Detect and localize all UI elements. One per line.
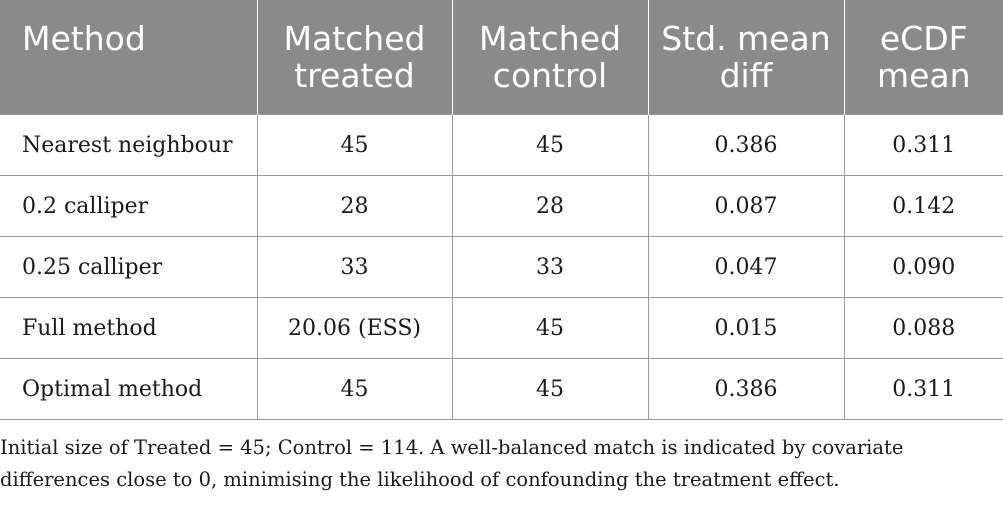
cell-method: Full method bbox=[0, 297, 258, 359]
cell-matched-treated: 45 bbox=[256, 114, 453, 176]
cell-ecdf-mean: 0.088 bbox=[843, 297, 1003, 359]
header-matched-control-line1: Matched bbox=[479, 19, 621, 58]
cell-std-mean-diff: 0.386 bbox=[647, 114, 845, 176]
cell-ecdf-mean: 0.090 bbox=[843, 236, 1003, 298]
header-ecdf-mean: eCDF mean bbox=[843, 0, 1003, 115]
cell-method: 0.2 calliper bbox=[0, 175, 258, 237]
table-row: Full method 20.06 (ESS) 45 0.015 0.088 bbox=[0, 297, 1003, 359]
table-row: Optimal method 45 45 0.386 0.311 bbox=[0, 358, 1003, 420]
header-std-mean-diff: Std. mean diff bbox=[647, 0, 845, 115]
header-row: Method Matched treated Matched control S… bbox=[0, 0, 1003, 115]
cell-method: Optimal method bbox=[0, 358, 258, 420]
header-matched-treated: Matched treated bbox=[256, 0, 453, 115]
cell-matched-treated: 33 bbox=[256, 236, 453, 298]
cell-ecdf-mean: 0.311 bbox=[843, 114, 1003, 176]
cell-matched-control: 45 bbox=[451, 358, 649, 420]
footnote-line-2: differences close to 0, minimising the l… bbox=[0, 468, 840, 491]
table-footnote: Initial size of Treated = 45; Control = … bbox=[0, 432, 1000, 496]
header-matched-control: Matched control bbox=[451, 0, 649, 115]
cell-method: 0.25 calliper bbox=[0, 236, 258, 298]
cell-matched-control: 45 bbox=[451, 114, 649, 176]
cell-matched-control: 45 bbox=[451, 297, 649, 359]
cell-method: Nearest neighbour bbox=[0, 114, 258, 176]
cell-ecdf-mean: 0.311 bbox=[843, 358, 1003, 420]
cell-std-mean-diff: 0.386 bbox=[647, 358, 845, 420]
cell-matched-treated: 20.06 (ESS) bbox=[256, 297, 453, 359]
cell-matched-treated: 45 bbox=[256, 358, 453, 420]
header-matched-treated-line1: Matched bbox=[283, 19, 426, 58]
matching-results-table: Method Matched treated Matched control S… bbox=[0, 0, 1003, 420]
header-method-line1: Method bbox=[22, 19, 146, 58]
header-ecdf-mean-line1: eCDF bbox=[879, 19, 968, 58]
matching-results-table-container: Method Matched treated Matched control S… bbox=[0, 0, 1003, 420]
table-row: 0.25 calliper 33 33 0.047 0.090 bbox=[0, 236, 1003, 298]
table-row: Nearest neighbour 45 45 0.386 0.311 bbox=[0, 114, 1003, 176]
table-row: 0.2 calliper 28 28 0.087 0.142 bbox=[0, 175, 1003, 237]
cell-matched-treated: 28 bbox=[256, 175, 453, 237]
cell-std-mean-diff: 0.047 bbox=[647, 236, 845, 298]
cell-matched-control: 33 bbox=[451, 236, 649, 298]
cell-matched-control: 28 bbox=[451, 175, 649, 237]
header-ecdf-mean-line2: mean bbox=[876, 56, 971, 95]
header-std-mean-diff-line1: Std. mean bbox=[661, 19, 831, 58]
cell-std-mean-diff: 0.087 bbox=[647, 175, 845, 237]
header-std-mean-diff-line2: diff bbox=[719, 56, 773, 95]
header-method: Method bbox=[0, 0, 258, 115]
header-matched-control-line2: control bbox=[492, 56, 608, 95]
header-matched-treated-line2: treated bbox=[294, 56, 415, 95]
cell-std-mean-diff: 0.015 bbox=[647, 297, 845, 359]
cell-ecdf-mean: 0.142 bbox=[843, 175, 1003, 237]
footnote-line-1: Initial size of Treated = 45; Control = … bbox=[0, 436, 904, 459]
